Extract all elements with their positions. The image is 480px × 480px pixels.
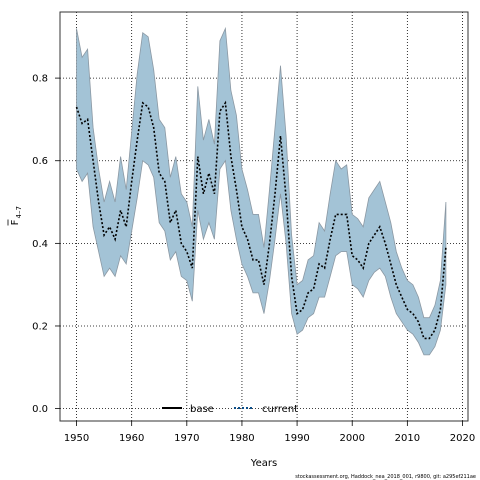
x-tick-label: 1960 — [119, 433, 144, 444]
legend-label-base: base — [190, 404, 214, 415]
y-axis-title-main: F — [10, 219, 21, 225]
x-tick-label: 1970 — [174, 433, 199, 444]
x-tick-label: 1980 — [229, 433, 254, 444]
y-axis-ticks: 0.0 0.2 0.4 0.6 0.8 — [32, 74, 60, 415]
y-tick-label: 0.8 — [32, 74, 48, 85]
legend-label-current: current — [262, 404, 298, 415]
credit-text: stockassessment.org, Haddock_nea_2018_00… — [295, 474, 476, 480]
x-tick-label: 2000 — [339, 433, 364, 444]
x-axis-title: Years — [250, 458, 277, 469]
x-tick-label: 2010 — [395, 433, 420, 444]
x-tick-label: 1950 — [64, 433, 89, 444]
x-tick-label: 1990 — [284, 433, 309, 444]
legend: base current — [162, 404, 298, 415]
plot-frame — [59, 11, 469, 422]
y-axis-title: F 4–7 — [7, 206, 23, 226]
confidence-band — [76, 26, 447, 356]
y-tick-label: 0.2 — [32, 321, 48, 332]
y-tick-label: 0.6 — [32, 156, 48, 167]
x-tick-label: 2020 — [450, 433, 475, 444]
series-current-line — [75, 100, 447, 340]
y-tick-label: 0.0 — [32, 404, 48, 415]
y-axis-title-subscript: 4–7 — [15, 206, 23, 218]
y-tick-label: 0.4 — [32, 239, 48, 250]
x-axis-ticks: 1950 1960 1970 1980 1990 2000 2010 2020 — [64, 421, 475, 444]
